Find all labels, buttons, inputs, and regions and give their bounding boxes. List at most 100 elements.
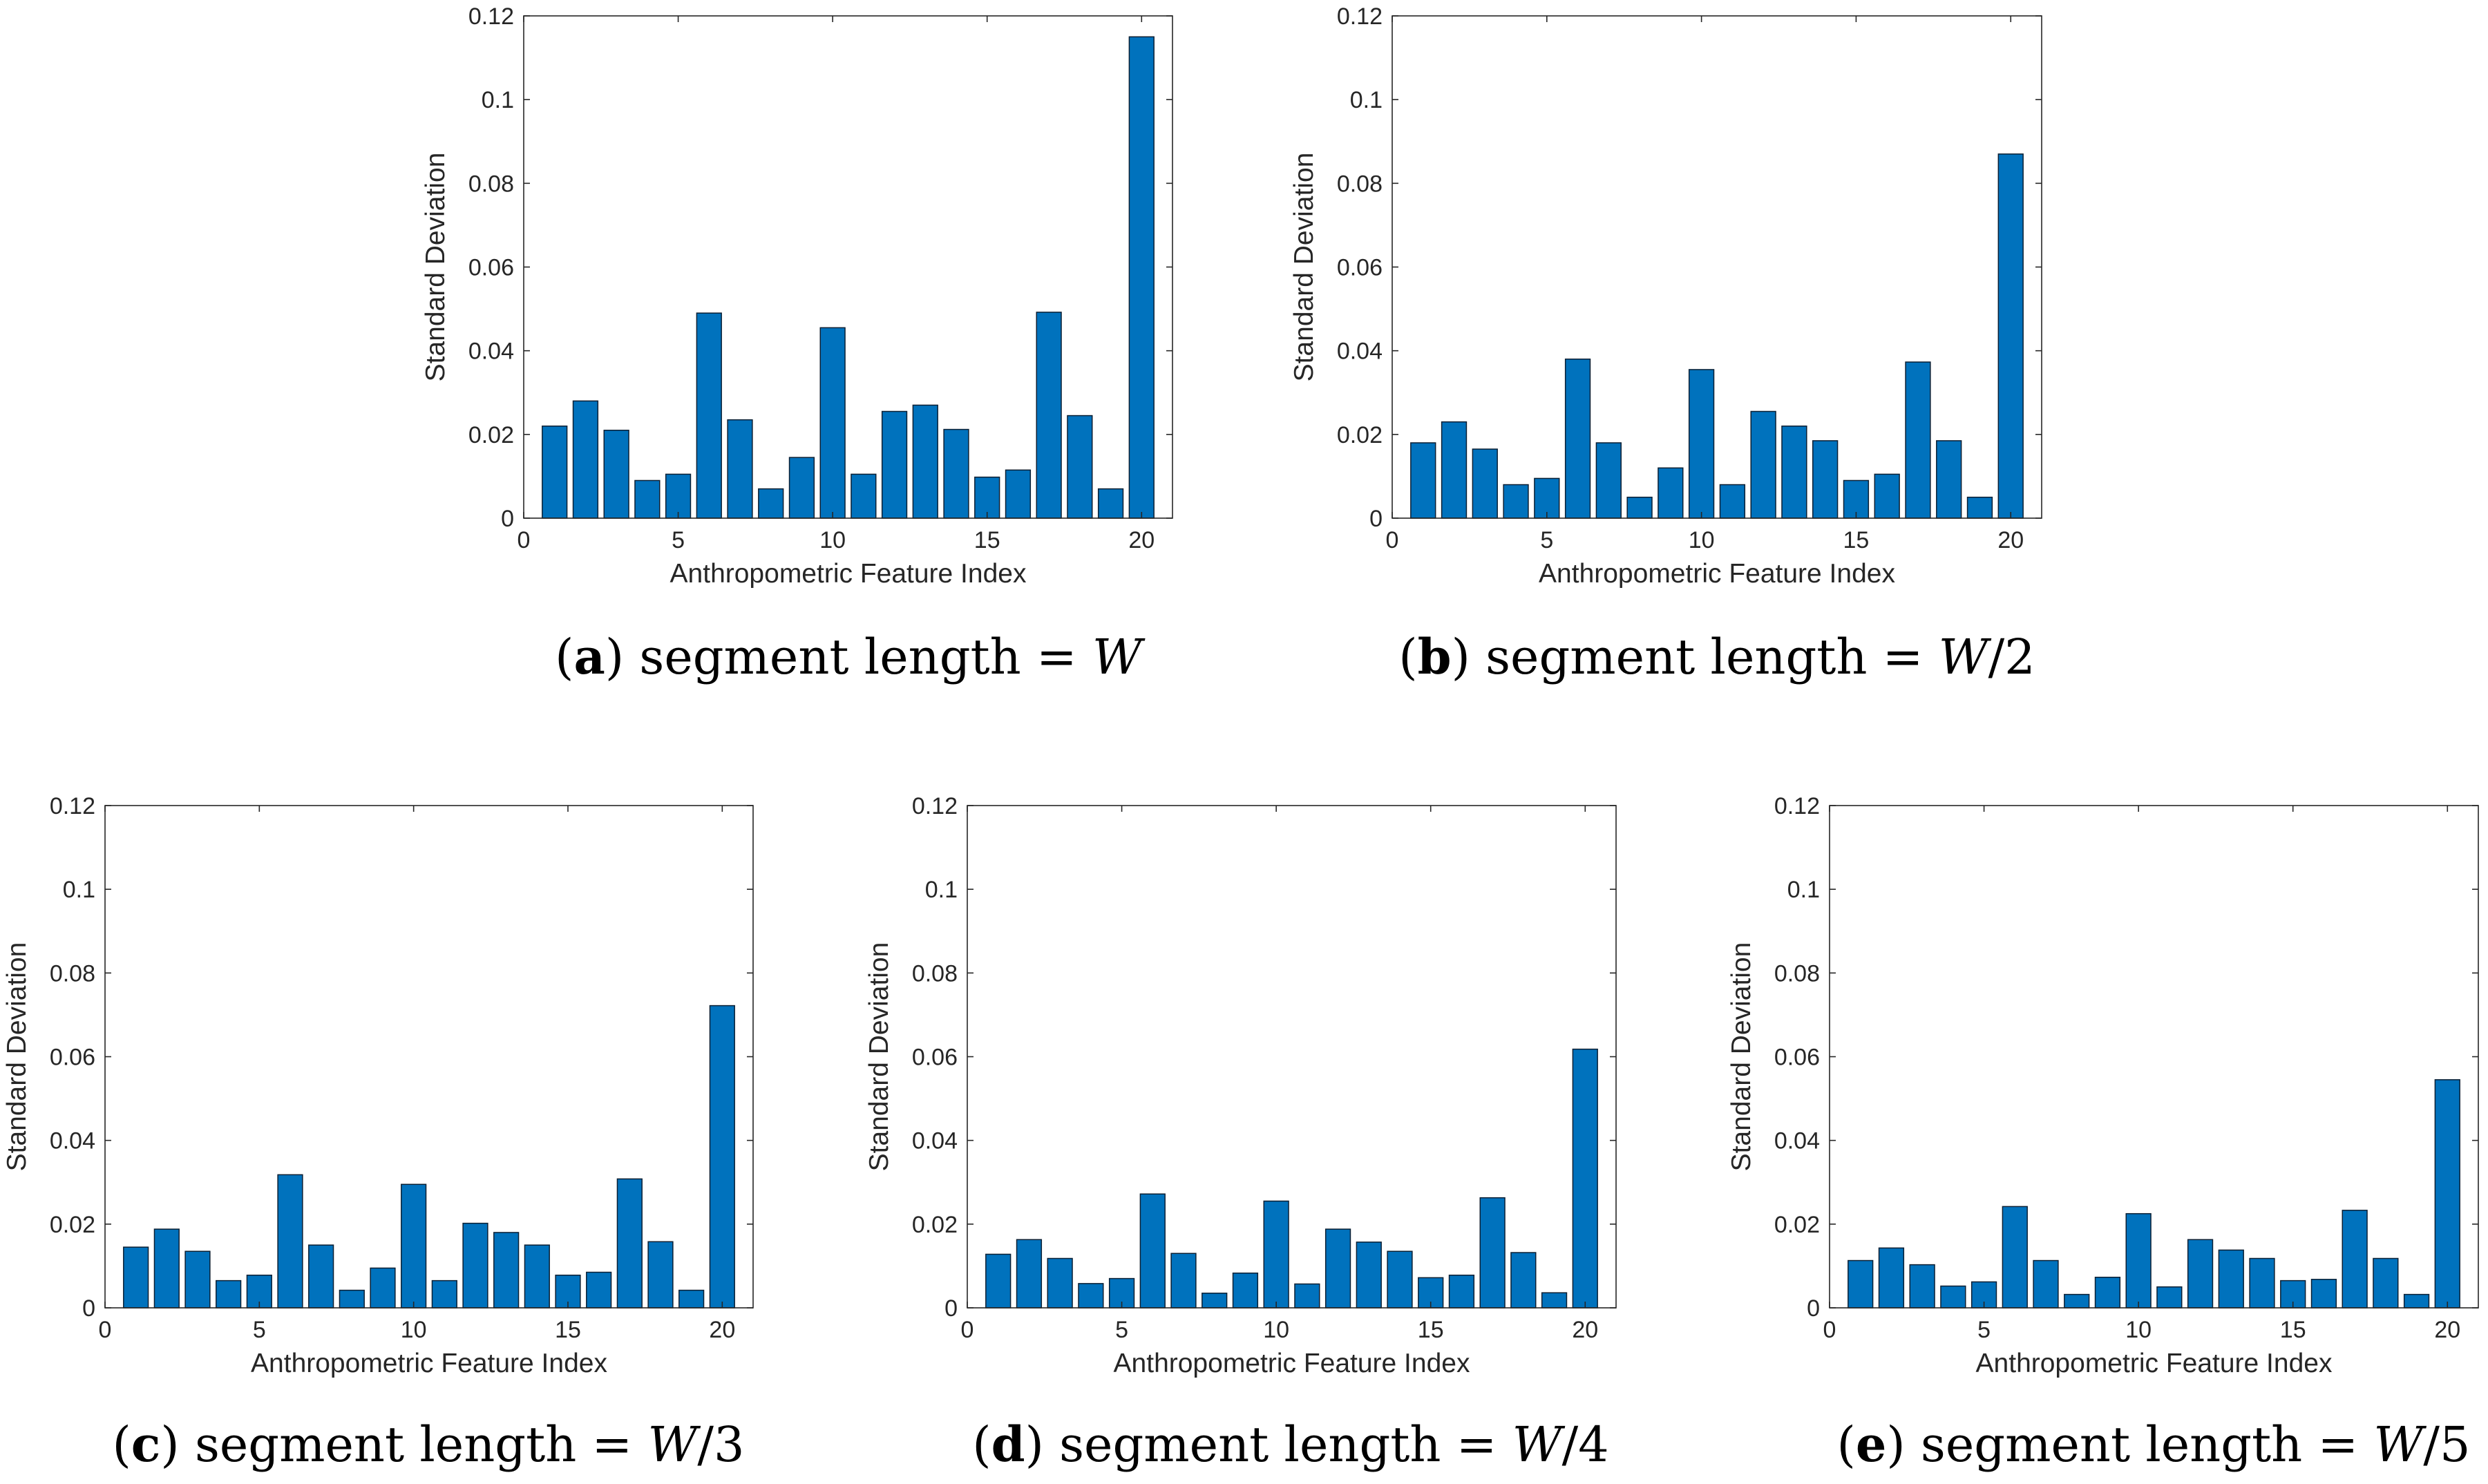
x-tick-label: 5 bbox=[1540, 527, 1553, 553]
bar-18 bbox=[2373, 1257, 2399, 1309]
y-tick-label: 0.12 bbox=[50, 793, 95, 819]
chart-c: 0 0.02 0.04 0.06 0.08 0.1 0.12 0 5 10 15 20 Anthropo… bbox=[2, 793, 754, 1473]
bar-19 bbox=[1541, 1292, 1568, 1309]
bar-14 bbox=[524, 1244, 550, 1309]
caption-var: W bbox=[2373, 1416, 2427, 1473]
caption-text: segment length = bbox=[180, 1416, 648, 1473]
bar-4 bbox=[1940, 1285, 1966, 1309]
bar-18 bbox=[647, 1241, 674, 1309]
bar-10 bbox=[401, 1183, 427, 1309]
bar-4 bbox=[216, 1280, 242, 1309]
x-tick-label: 20 bbox=[1572, 1317, 1598, 1343]
caption-open: ( bbox=[1837, 1416, 1856, 1473]
chart-b: 0 0.02 0.04 0.06 0.08 0.1 0.12 0 5 10 15 20 Anthropo… bbox=[1289, 3, 2042, 685]
caption-var: W bbox=[1092, 629, 1146, 685]
bar-15 bbox=[974, 476, 1000, 519]
bar-8 bbox=[1202, 1293, 1228, 1309]
chart-d: 0 0.02 0.04 0.06 0.08 0.1 0.12 0 5 10 15 20 Anthropo… bbox=[864, 793, 1617, 1473]
y-tick-label: 0.02 bbox=[50, 1212, 95, 1238]
subfigure-caption: (e) segment length = W/5 bbox=[1837, 1416, 2471, 1473]
x-tick-label: 5 bbox=[1977, 1317, 1991, 1343]
bar-16 bbox=[1005, 469, 1032, 519]
y-tick-label: 0.12 bbox=[1337, 3, 1383, 30]
bar-7 bbox=[308, 1244, 334, 1309]
bar-11 bbox=[2156, 1286, 2183, 1309]
y-tick-label: 0.02 bbox=[468, 422, 514, 448]
bar-5 bbox=[665, 473, 692, 519]
x-tick-label: 15 bbox=[1418, 1317, 1444, 1343]
bar-20 bbox=[1572, 1048, 1598, 1309]
y-tick-label: 0 bbox=[82, 1295, 95, 1322]
x-tick-label: 0 bbox=[517, 527, 531, 553]
caption-letter: e bbox=[1856, 1416, 1887, 1473]
bar-3 bbox=[184, 1250, 211, 1309]
y-tick-label: 0.06 bbox=[468, 255, 514, 281]
y-tick-label: 0.04 bbox=[468, 339, 514, 365]
y-tick-label: 0.12 bbox=[468, 3, 514, 30]
bar-16 bbox=[2310, 1279, 2337, 1309]
bar-2 bbox=[572, 400, 599, 519]
bar-13 bbox=[912, 404, 938, 519]
x-tick-label: 0 bbox=[1386, 527, 1399, 553]
y-tick-label: 0.1 bbox=[925, 877, 958, 903]
bar-15 bbox=[1843, 479, 1870, 519]
caption-suffix: /3 bbox=[697, 1416, 744, 1473]
bar-1 bbox=[542, 425, 568, 519]
caption-text: segment length = bbox=[1906, 1416, 2374, 1473]
y-tick-label: 0.02 bbox=[1774, 1212, 1820, 1238]
bar-8 bbox=[1626, 496, 1653, 519]
bar-4 bbox=[634, 479, 661, 519]
bar-13 bbox=[2218, 1249, 2244, 1309]
bar-17 bbox=[1036, 312, 1062, 519]
caption-letter: b bbox=[1418, 628, 1452, 685]
x-tick-label: 15 bbox=[2280, 1317, 2306, 1343]
bar-16 bbox=[1448, 1274, 1475, 1309]
bar-20 bbox=[709, 1005, 735, 1309]
x-tick-label: 15 bbox=[555, 1317, 581, 1343]
caption-suffix: /5 bbox=[2423, 1416, 2470, 1473]
bar-12 bbox=[2187, 1239, 2214, 1309]
y-tick-label: 0.08 bbox=[1337, 171, 1383, 197]
bar-12 bbox=[881, 410, 908, 519]
y-tick-label: 0.08 bbox=[468, 171, 514, 197]
subfigure-caption: (c) segment length = W/3 bbox=[112, 1416, 744, 1473]
x-tick-label: 20 bbox=[2434, 1317, 2460, 1343]
bar-7 bbox=[727, 419, 753, 519]
bar-2 bbox=[1441, 421, 1468, 519]
x-tick-label: 15 bbox=[974, 527, 1000, 553]
bar-2 bbox=[1878, 1247, 1905, 1309]
bar-17 bbox=[1479, 1197, 1506, 1309]
bar-9 bbox=[1658, 467, 1684, 519]
bar-16 bbox=[1874, 473, 1900, 519]
x-tick-label: 5 bbox=[1115, 1317, 1128, 1343]
bar-18 bbox=[1510, 1252, 1537, 1309]
bar-1 bbox=[1848, 1259, 1874, 1309]
bar-6 bbox=[277, 1174, 303, 1309]
x-tick-label: 10 bbox=[1263, 1317, 1289, 1343]
caption-suffix: /2 bbox=[1988, 629, 2035, 685]
y-tick-label: 0.1 bbox=[482, 87, 514, 113]
x-axis-label: Anthropometric Feature Index bbox=[1976, 1349, 2333, 1378]
x-axis-label: Anthropometric Feature Index bbox=[670, 559, 1027, 589]
bar-9 bbox=[788, 457, 815, 519]
caption-letter: a bbox=[573, 628, 605, 685]
bar-12 bbox=[1324, 1228, 1351, 1309]
x-tick-label: 5 bbox=[672, 527, 685, 553]
bar-6 bbox=[2002, 1206, 2028, 1309]
y-tick-label: 0.12 bbox=[912, 793, 958, 819]
y-tick-label: 0.08 bbox=[50, 960, 95, 987]
bar-2 bbox=[1016, 1239, 1043, 1309]
subfigure-caption: (b) segment length = W/2 bbox=[1398, 628, 2035, 685]
bar-10 bbox=[1688, 369, 1715, 519]
bar-20 bbox=[2434, 1079, 2460, 1309]
bar-5 bbox=[1534, 477, 1560, 519]
bar-16 bbox=[586, 1271, 612, 1309]
caption-close: ) bbox=[605, 629, 624, 685]
bar-3 bbox=[603, 430, 629, 519]
bar-13 bbox=[493, 1232, 520, 1309]
bar-8 bbox=[758, 488, 784, 519]
bar-13 bbox=[1356, 1242, 1382, 1309]
bar-12 bbox=[1750, 410, 1776, 519]
y-tick-label: 0.06 bbox=[912, 1045, 958, 1071]
caption-suffix: /4 bbox=[1562, 1416, 1609, 1473]
